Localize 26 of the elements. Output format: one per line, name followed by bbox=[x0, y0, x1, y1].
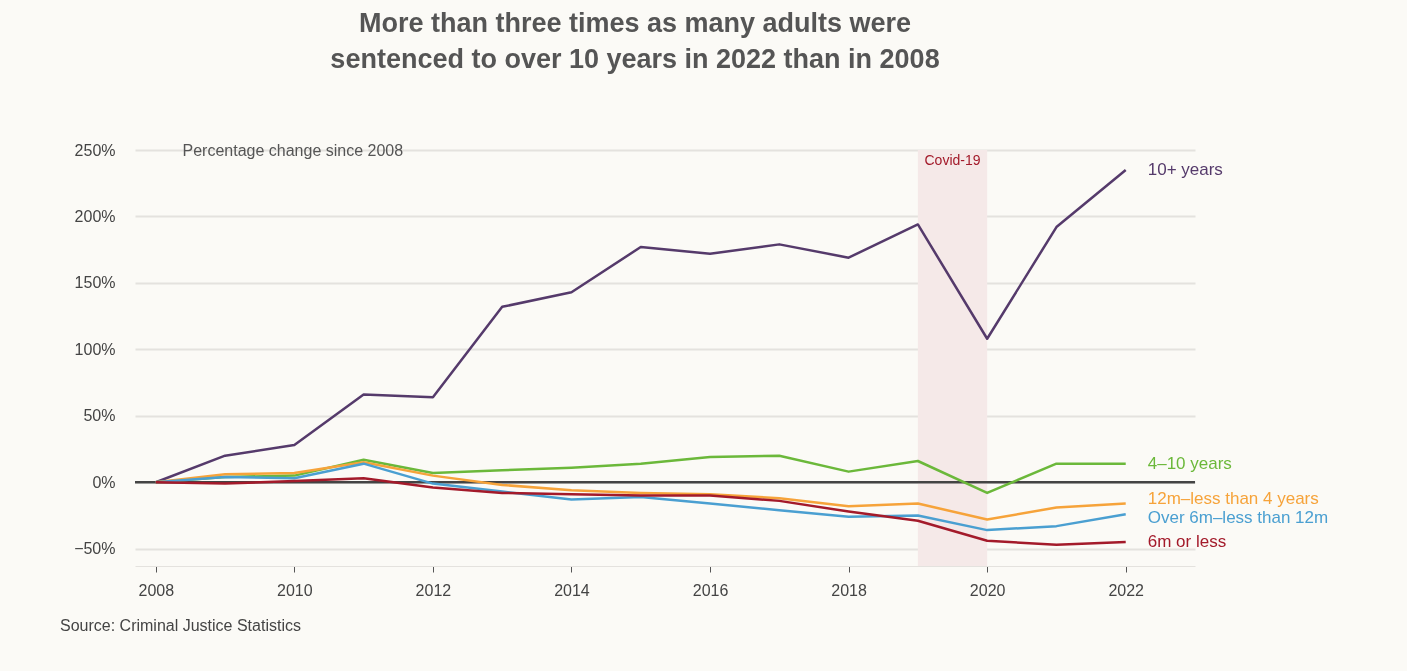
x-tick-label: 2022 bbox=[1108, 581, 1145, 599]
y-tick-label: −50% bbox=[74, 540, 116, 558]
series-label: Over 6m–less than 12m bbox=[1147, 508, 1329, 528]
x-tick-label: 2012 bbox=[415, 581, 452, 599]
line-series bbox=[154, 477, 1127, 546]
y-tick-label: 150% bbox=[74, 274, 116, 292]
x-tick-label: 2014 bbox=[554, 581, 590, 599]
y-tick-label: 0% bbox=[92, 473, 116, 491]
x-tick-label: 2008 bbox=[138, 581, 175, 599]
y-tick-label: 100% bbox=[74, 340, 116, 358]
y-tick-label: 200% bbox=[74, 207, 116, 225]
line-series bbox=[154, 168, 1127, 484]
series-label: 6m or less bbox=[1147, 532, 1227, 552]
x-tick-label: 2018 bbox=[831, 581, 867, 599]
y-tick-label: 250% bbox=[74, 141, 116, 159]
y-tick-label: 50% bbox=[83, 407, 116, 425]
chart-title: More than three times as many adults were sentenced to over 10 years in 2022 than in 2008 bbox=[330, 8, 940, 74]
y-axis-title: Percentage change since 2008 bbox=[182, 141, 404, 159]
x-tick-label: 2016 bbox=[692, 581, 729, 599]
series-label: 4–10 years bbox=[1147, 453, 1232, 473]
x-tick-label: 2010 bbox=[277, 581, 313, 599]
source-note: Source: Criminal Justice Statistics bbox=[60, 617, 301, 635]
band-label: Covid-19 bbox=[924, 152, 981, 168]
x-tick-label: 2020 bbox=[969, 581, 1006, 599]
series-label: 12m–less than 4 years bbox=[1147, 489, 1319, 509]
series-label: 10+ years bbox=[1147, 159, 1223, 179]
